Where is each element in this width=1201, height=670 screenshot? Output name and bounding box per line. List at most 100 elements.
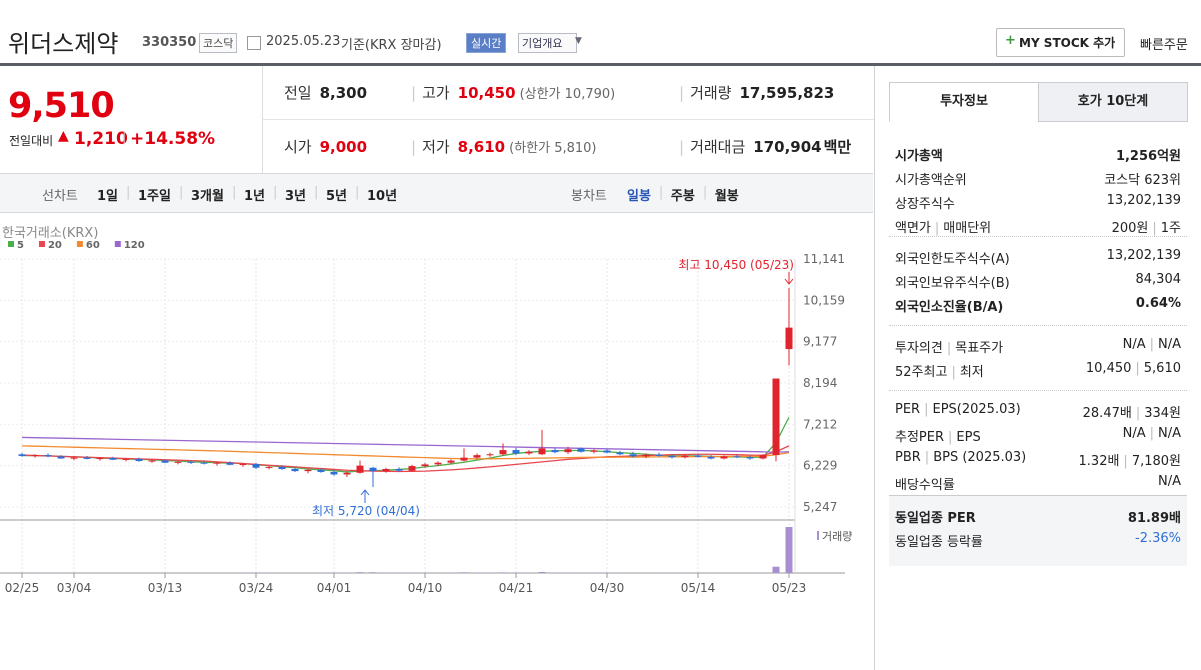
candle-body: [525, 451, 533, 454]
candle-body: [369, 467, 377, 472]
y-tick-label: 7,212: [803, 417, 837, 431]
info-row: 투자의견 | 목표주가 N/A | N/A: [895, 337, 1181, 356]
info-value: 28.47배 | 334원: [1083, 402, 1181, 421]
volume-bar: [772, 566, 780, 573]
summary-item: | 고가 10,450 (상한가 10,790): [411, 82, 615, 103]
period-bar: 선차트 1일 | 1주일 | 3개월 | 1년 | 3년 | 5년 | 10년 봉차트 일봉 | 주봉 | 월봉: [0, 173, 873, 213]
candle-body: [213, 462, 221, 464]
divider: |: [313, 185, 319, 200]
divider: |: [924, 450, 930, 465]
divider: |: [1123, 454, 1128, 469]
divider: |: [658, 185, 664, 200]
candle-body: [746, 457, 754, 459]
info-value-part: -2.36%: [1135, 531, 1181, 546]
info-row: PBR | BPS (2025.03) 1.32배 | 7,180원: [895, 450, 1181, 469]
divider: |: [272, 185, 278, 200]
x-tick-label: 04/01: [317, 581, 352, 595]
candle-body: [681, 455, 689, 458]
info-row: 외국인소진율(B/A) 0.64%: [895, 296, 1181, 315]
candle-body: [603, 450, 611, 453]
info-value: -2.36%: [1135, 531, 1181, 546]
info-row: 동일업종 등락률 -2.36%: [895, 531, 1181, 550]
info-row: 52주최고 | 최저 10,450 | 5,610: [895, 361, 1181, 380]
x-tick-label: 04/10: [408, 581, 443, 595]
candle-body: [161, 460, 169, 463]
candle-tab[interactable]: 일봉: [627, 189, 651, 204]
candle-body: [707, 456, 715, 459]
realtime-button[interactable]: 실시간: [466, 33, 507, 53]
candle-body: [629, 454, 637, 457]
group-separator: [889, 236, 1187, 237]
info-value-part: 81.89배: [1127, 511, 1181, 526]
candle-body: [577, 448, 585, 452]
info-value: 200원 | 1주: [1112, 217, 1181, 236]
summary-label: 고가: [422, 84, 450, 102]
candle-body: [109, 458, 117, 460]
info-row: 외국인한도주식수(A) 13,202,139: [895, 248, 1181, 267]
quick-order[interactable]: 빠른주문: [1140, 38, 1188, 53]
period-tab[interactable]: 1주일: [138, 189, 171, 204]
ma-line: [21, 436, 790, 453]
candle-body: [551, 450, 559, 453]
info-value: N/A | N/A: [1123, 337, 1181, 352]
period-tab[interactable]: 1년: [243, 189, 265, 204]
info-value-part: 5,610: [1143, 361, 1181, 376]
divider: |: [679, 84, 685, 102]
summary-label: 저가: [422, 138, 450, 156]
info-value: 10,450 | 5,610: [1086, 361, 1181, 376]
y-tick-label: 10,159: [803, 293, 845, 307]
candle-body: [772, 378, 780, 456]
info-value-part: N/A: [1158, 426, 1181, 441]
info-label: PBR: [895, 450, 921, 465]
info-value-part: 10,450: [1085, 361, 1132, 376]
highlight-box: [889, 496, 1187, 566]
info-label: 추정PER: [895, 430, 945, 445]
candle-body: [135, 458, 143, 462]
candle-body: [655, 454, 663, 456]
y-tick-label: 8,194: [803, 376, 837, 390]
period-tab[interactable]: 3개월: [190, 189, 224, 204]
source-label: 한국거래소(KRX): [2, 226, 98, 241]
sidebar-tab[interactable]: 투자정보: [889, 82, 1039, 122]
legend-swatch: [8, 241, 14, 247]
info-value: 13,202,139: [1107, 248, 1181, 263]
period-tab[interactable]: 1일: [97, 189, 119, 204]
y-tick-label: 6,229: [803, 459, 837, 473]
info-value-part: N/A: [1122, 337, 1146, 352]
info-label: 액면가: [895, 221, 931, 236]
info-row: PER | EPS(2025.03) 28.47배 | 334원: [895, 402, 1181, 421]
candle-body: [356, 465, 364, 473]
info-label: 목표주가: [955, 341, 1004, 356]
candle-body: [499, 450, 507, 455]
period-tab[interactable]: 10년: [367, 189, 398, 204]
change-label: 전일대비: [9, 134, 54, 148]
candle-body: [148, 460, 156, 462]
candle-body: [265, 466, 273, 468]
candle-tab[interactable]: 주봉: [670, 189, 695, 204]
candle-body: [187, 461, 195, 463]
sidebar-tab[interactable]: 호가 10단계: [1038, 82, 1188, 122]
period-tab[interactable]: 3년: [284, 189, 306, 204]
info-value-part: 1.32배: [1078, 454, 1120, 469]
summary-item: 시가 9,000: [284, 136, 367, 157]
up-arrow: ▲: [58, 128, 69, 144]
candle-body: [668, 455, 676, 458]
summary-unit: 백만: [823, 138, 852, 156]
candle-tab[interactable]: 월봉: [714, 189, 739, 204]
candle-body: [317, 469, 325, 472]
candle-body: [785, 327, 793, 350]
candle-body: [473, 455, 481, 458]
company-info-button[interactable]: 기업개요: [518, 33, 578, 53]
summary-item: 전일 8,300: [284, 82, 367, 103]
info-row: 동일업종 PER 81.89배: [895, 507, 1181, 526]
x-tick-label: 03/04: [57, 581, 92, 595]
candle-body: [18, 454, 26, 456]
divider: |: [1149, 426, 1154, 441]
candle-body: [343, 472, 351, 475]
summary-label: 전일: [284, 84, 312, 102]
info-label: 상장주식수: [895, 197, 955, 212]
info-label: 시가총액순위: [895, 173, 967, 188]
period-tab[interactable]: 5년: [325, 189, 347, 204]
candle-body: [564, 449, 572, 453]
my-stock-button[interactable]: MY STOCK 추가: [996, 28, 1126, 57]
